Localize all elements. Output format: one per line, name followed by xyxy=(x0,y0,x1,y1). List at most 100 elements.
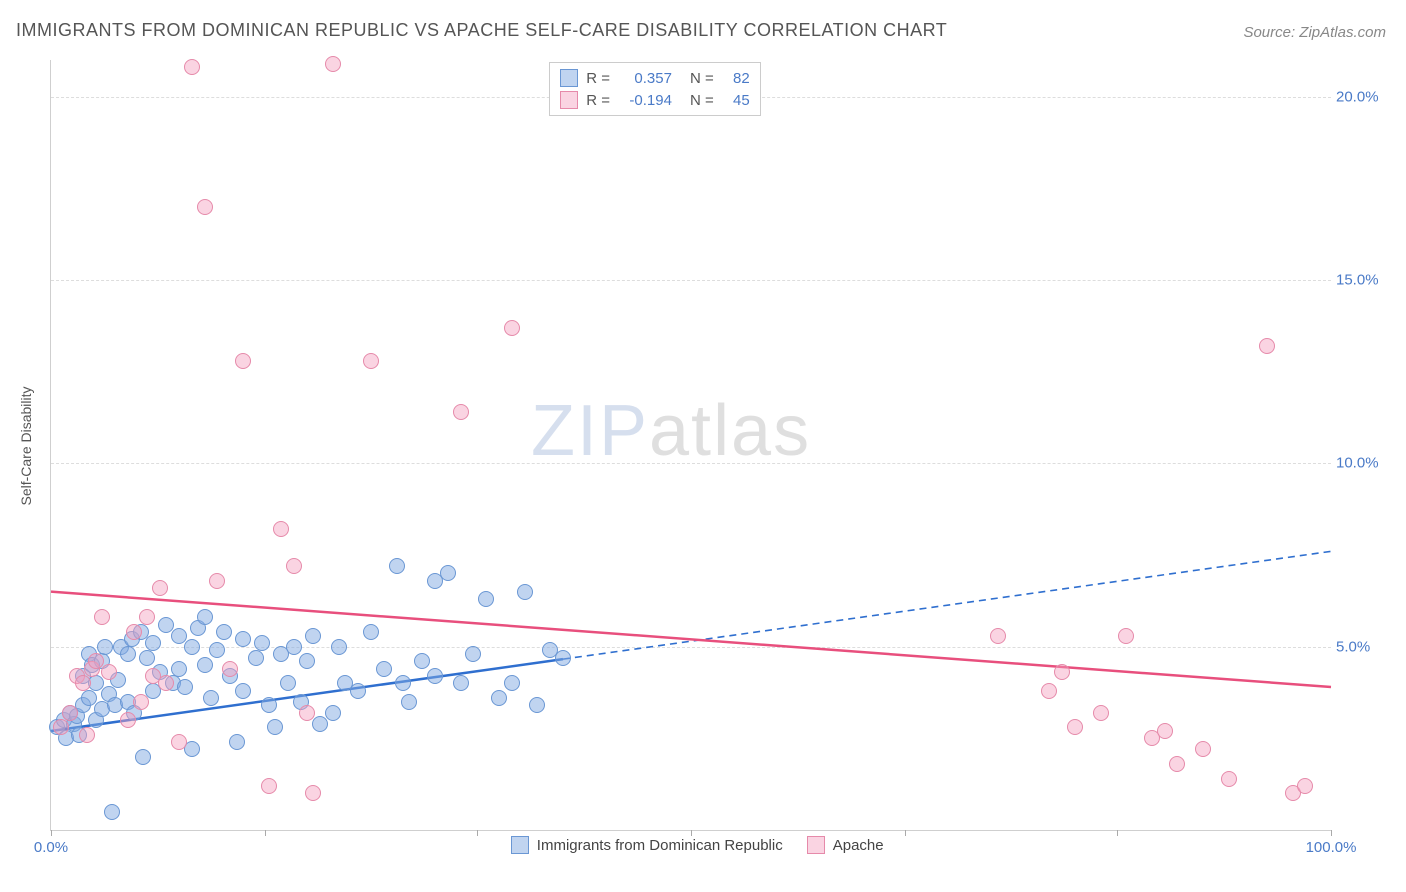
apache-n-value: 45 xyxy=(722,92,750,109)
apache-point xyxy=(139,609,155,625)
apache-point xyxy=(197,199,213,215)
dominican-point xyxy=(331,639,347,655)
y-axis-label: Self-Care Disability xyxy=(18,386,34,505)
r-label: R = xyxy=(586,70,610,87)
source-attribution: Source: ZipAtlas.com xyxy=(1243,24,1386,41)
apache-point xyxy=(133,694,149,710)
apache-point xyxy=(184,59,200,75)
apache-legend-item: Apache xyxy=(807,836,884,854)
dominican-point xyxy=(229,734,245,750)
apache-point xyxy=(1259,338,1275,354)
dominican-point xyxy=(465,646,481,662)
y-tick-label: 20.0% xyxy=(1336,88,1391,105)
apache-point xyxy=(504,320,520,336)
apache-point xyxy=(1221,771,1237,787)
dominican-legend-swatch-icon xyxy=(511,836,529,854)
dominican-point xyxy=(517,584,533,600)
dominican-point xyxy=(104,804,120,820)
n-label: N = xyxy=(690,92,714,109)
apache-point xyxy=(75,675,91,691)
dominican-point xyxy=(555,650,571,666)
dominican-swatch-icon xyxy=(560,69,578,87)
apache-point xyxy=(990,628,1006,644)
apache-point xyxy=(453,404,469,420)
dominican-point xyxy=(350,683,366,699)
regression-lines xyxy=(51,60,1331,830)
dominican-point xyxy=(491,690,507,706)
x-tick-mark xyxy=(265,830,266,836)
dominican-point xyxy=(280,675,296,691)
chart-title: IMMIGRANTS FROM DOMINICAN REPUBLIC VS AP… xyxy=(16,20,947,41)
dominican-point xyxy=(478,591,494,607)
scatter-plot-area: ZIPatlas 5.0%10.0%15.0%20.0%0.0%100.0% xyxy=(50,60,1331,831)
apache-point xyxy=(261,778,277,794)
apache-point xyxy=(158,675,174,691)
dominican-point xyxy=(529,697,545,713)
dominican-point xyxy=(312,716,328,732)
dominican-stats-row: R = 0.357 N = 82 xyxy=(560,67,750,89)
dominican-point xyxy=(135,749,151,765)
x-tick-label: 0.0% xyxy=(34,839,68,856)
dominican-point xyxy=(401,694,417,710)
dominican-point xyxy=(325,705,341,721)
dominican-point xyxy=(139,650,155,666)
x-tick-mark xyxy=(905,830,906,836)
apache-point xyxy=(101,664,117,680)
dominican-point xyxy=(248,650,264,666)
apache-point xyxy=(286,558,302,574)
dominican-point xyxy=(203,690,219,706)
x-tick-mark xyxy=(51,830,52,836)
dominican-point xyxy=(197,657,213,673)
x-tick-mark xyxy=(1331,830,1332,836)
dominican-point xyxy=(235,683,251,699)
dominican-regression-dashed xyxy=(563,551,1331,659)
apache-point xyxy=(171,734,187,750)
apache-point xyxy=(1093,705,1109,721)
apache-swatch-icon xyxy=(560,91,578,109)
dominican-point xyxy=(286,639,302,655)
dominican-point xyxy=(414,653,430,669)
dominican-r-value: 0.357 xyxy=(618,70,672,87)
apache-legend-swatch-icon xyxy=(807,836,825,854)
dominican-point xyxy=(254,635,270,651)
apache-point xyxy=(120,712,136,728)
dominican-point xyxy=(395,675,411,691)
dominican-point xyxy=(216,624,232,640)
dominican-point xyxy=(184,639,200,655)
y-tick-label: 10.0% xyxy=(1336,455,1391,472)
dominican-point xyxy=(145,635,161,651)
apache-point xyxy=(94,609,110,625)
apache-point xyxy=(305,785,321,801)
apache-point xyxy=(1157,723,1173,739)
apache-point xyxy=(1195,741,1211,757)
dominican-point xyxy=(299,653,315,669)
apache-point xyxy=(222,661,238,677)
dominican-point xyxy=(209,642,225,658)
dominican-legend-item: Immigrants from Dominican Republic xyxy=(511,836,783,854)
dominican-point xyxy=(177,679,193,695)
apache-point xyxy=(299,705,315,721)
apache-point xyxy=(1169,756,1185,772)
dominican-point xyxy=(453,675,469,691)
apache-point xyxy=(363,353,379,369)
dominican-point xyxy=(363,624,379,640)
apache-legend-label: Apache xyxy=(833,837,884,854)
apache-point xyxy=(1118,628,1134,644)
dominican-point xyxy=(235,631,251,647)
apache-point xyxy=(1041,683,1057,699)
y-tick-label: 15.0% xyxy=(1336,272,1391,289)
dominican-point xyxy=(376,661,392,677)
x-tick-mark xyxy=(477,830,478,836)
dominican-n-value: 82 xyxy=(722,70,750,87)
apache-point xyxy=(126,624,142,640)
dominican-point xyxy=(171,661,187,677)
dominican-legend-label: Immigrants from Dominican Republic xyxy=(537,837,783,854)
apache-point xyxy=(273,521,289,537)
apache-point xyxy=(62,705,78,721)
n-label: N = xyxy=(690,70,714,87)
apache-point xyxy=(53,719,69,735)
x-tick-mark xyxy=(1117,830,1118,836)
apache-point xyxy=(152,580,168,596)
dominican-point xyxy=(197,609,213,625)
x-tick-label: 100.0% xyxy=(1306,839,1357,856)
